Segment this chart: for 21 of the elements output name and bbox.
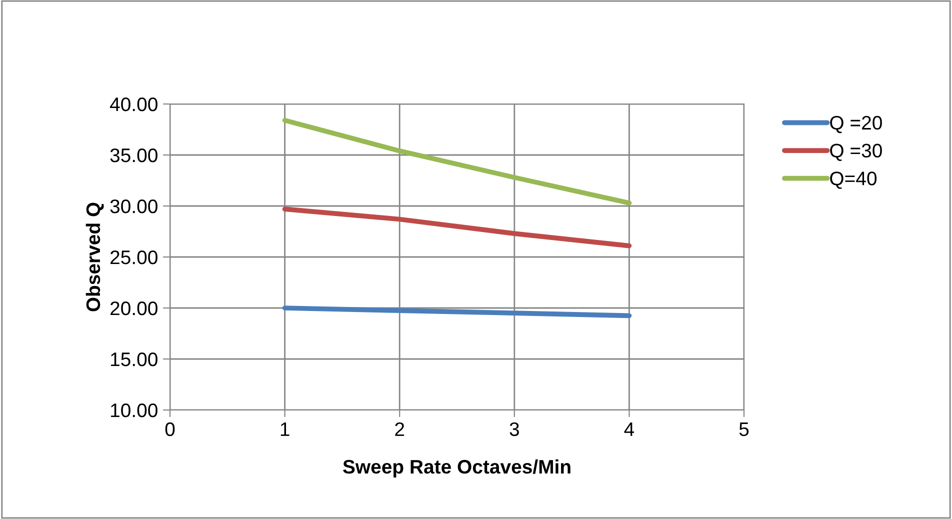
x-tick-label: 2 [395,422,404,436]
x-tick-label: 1 [280,422,290,436]
y-tick-label: 20.00 [110,301,158,316]
y-tick-label: 15.00 [111,352,158,366]
y-axis-title: Observed Q [86,202,104,312]
y-tick-label: 25.00 [110,250,158,264]
y-tick-label: 35.00 [110,148,158,162]
y-tick-label: 30.00 [110,199,158,214]
x-tick-label: 5 [739,422,749,436]
legend-label: Q =20 [830,116,882,134]
line-series [282,118,632,206]
x-tick-label: 3 [510,422,519,436]
y-tick-label: 40.00 [110,97,158,112]
x-tick-label: 4 [624,422,634,436]
legend-label: Q=40 [830,172,877,189]
line-series [282,306,632,318]
x-axis-title: Sweep Rate Octaves/Min [343,459,570,478]
legend-label: Q =30 [830,144,882,161]
x-tick-label: 0 [165,422,175,436]
y-tick-label: 10.00 [111,403,158,418]
line-series [282,206,632,248]
